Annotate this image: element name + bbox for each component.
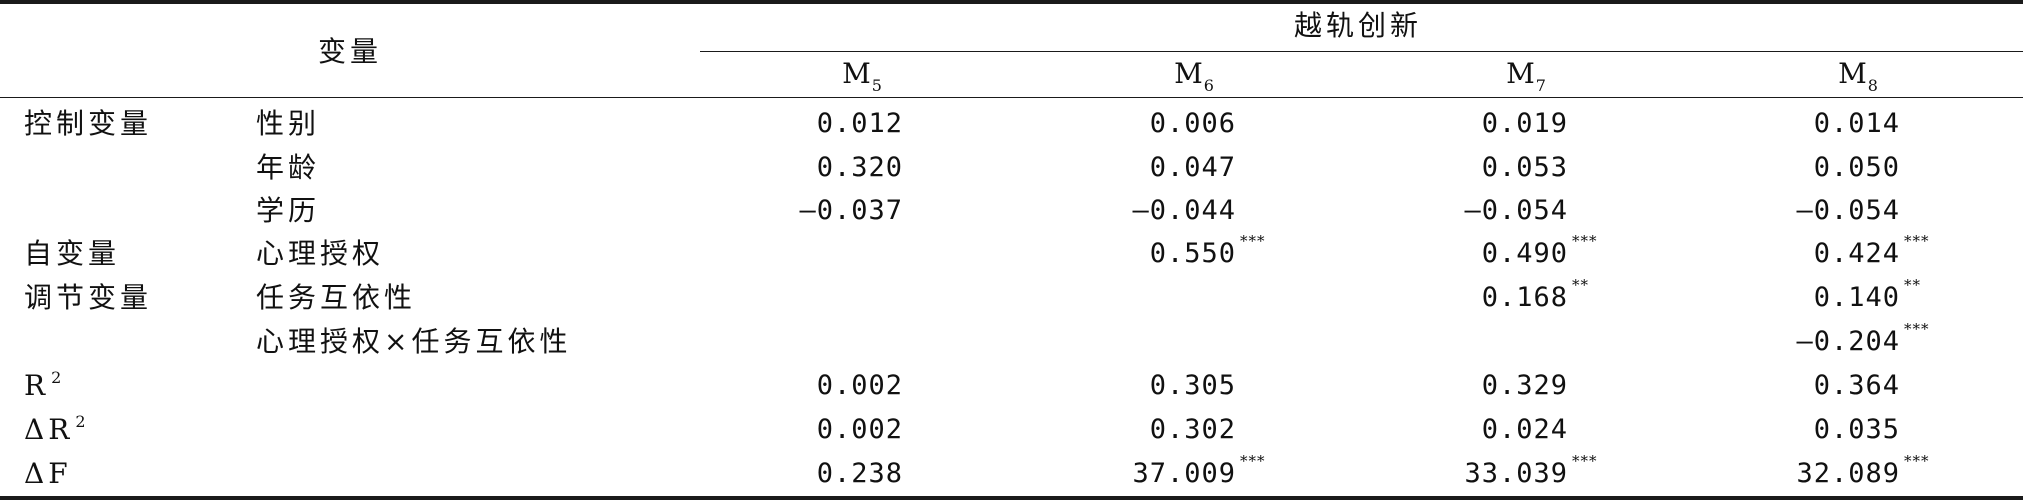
table-cell-value: 0.050 [1813,152,1900,183]
table-cell-value: 0.014 [1813,108,1900,139]
row-variable-label: 学历 [256,194,321,227]
table-cell-value: 0.320 [816,152,903,183]
significance-stars: *** [1240,232,1266,250]
table-cell-value: 0.329 [1481,370,1568,401]
table-cell-value: 32.089 [1796,458,1900,489]
row-variable-label: 年龄 [256,151,321,184]
model-header-subscript: 6 [1203,76,1214,95]
table-cell-value: 0.012 [816,108,903,139]
table-cell-value: 0.305 [1149,370,1236,401]
bottom-rule [0,496,2023,500]
significance-stars: ** [1904,276,1921,294]
row-category-label: 自变量 [24,237,121,270]
table-cell-value: 0.006 [1149,108,1236,139]
table-cell-value: —0.054 [1464,195,1568,226]
table-cell-value: 0.019 [1481,108,1568,139]
significance-stars: *** [1572,232,1598,250]
table-cell-value: 0.140 [1813,282,1900,313]
row-category-label: 调节变量 [24,281,153,314]
group-rule [700,51,2023,52]
top-rule [0,0,2023,4]
table-cell-value: 37.009 [1132,458,1236,489]
row-category-label: 控制变量 [24,107,153,140]
table-cell-value: 0.550 [1149,238,1236,269]
model-header-7: M7 [1496,57,1556,94]
table-cell-value: —0.037 [799,195,903,226]
row-variable-label: 任务互依性 [256,281,417,314]
model-header-subscript: 8 [1867,76,1878,95]
row-variable-label: 心理授权 [256,237,385,270]
table-cell-value: —0.204 [1796,326,1900,357]
table-cell-value: 0.490 [1481,238,1568,269]
header-bottom-rule [0,97,2023,98]
significance-stars: *** [1904,320,1930,338]
model-header-base: M [842,57,871,90]
table-cell-value: 0.238 [816,458,903,489]
superscript: 2 [75,412,90,431]
table-cell-value: —0.054 [1796,195,1900,226]
model-header-subscript: 5 [871,76,882,95]
table-cell-value: 0.002 [816,414,903,445]
row-category-label: ΔF [24,457,72,490]
row-variable-label: 心理授权×任务互依性 [256,325,572,358]
model-header-subscript: 7 [1535,76,1546,95]
table-cell-value: 0.424 [1813,238,1900,269]
table-cell-value: 0.002 [816,370,903,401]
table-cell-value: 0.053 [1481,152,1568,183]
table-cell-value: 0.168 [1481,282,1568,313]
row-category-label: ΔR 2 [24,412,90,446]
table-cell-value: 0.024 [1481,414,1568,445]
variable-header: 变量 [318,35,383,68]
model-header-8: M8 [1828,57,1888,94]
model-header-base: M [1506,57,1535,90]
model-header-5: M5 [832,57,892,94]
model-header-base: M [1174,57,1203,90]
table-cell-value: 0.364 [1813,370,1900,401]
model-header-6: M6 [1164,57,1224,94]
table-cell-value: 33.039 [1464,458,1568,489]
model-header-base: M [1838,57,1867,90]
significance-stars: *** [1904,232,1930,250]
superscript: 2 [51,368,66,387]
group-header: 越轨创新 [1294,9,1423,42]
row-variable-label: 性别 [256,107,321,140]
significance-stars: ** [1572,276,1589,294]
significance-stars: *** [1240,452,1266,470]
table-cell-value: —0.044 [1132,195,1236,226]
table-cell-value: 0.302 [1149,414,1236,445]
table-cell-value: 0.035 [1813,414,1900,445]
significance-stars: *** [1572,452,1598,470]
significance-stars: *** [1904,452,1930,470]
table-cell-value: 0.047 [1149,152,1236,183]
